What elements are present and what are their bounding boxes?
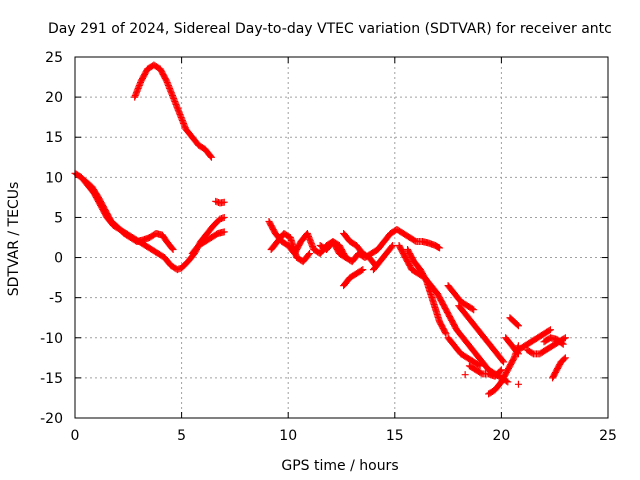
data-point <box>500 358 508 366</box>
series-track-23 <box>540 334 567 348</box>
data-point <box>560 335 568 343</box>
data-point <box>504 378 512 386</box>
data-point <box>207 153 215 161</box>
y-tick-label: 15 <box>45 130 63 146</box>
y-tick-label: 0 <box>54 251 63 267</box>
y-tick-label: -5 <box>49 291 63 307</box>
x-tick-label: 15 <box>386 428 404 444</box>
series-track-20 <box>506 314 522 330</box>
series-track-7 <box>267 229 314 266</box>
data-point <box>341 252 349 260</box>
chart-title: Day 291 of 2024, Sidereal Day-to-day VTE… <box>48 21 612 37</box>
data-marks <box>71 61 569 398</box>
series-track-25 <box>514 380 522 388</box>
series-track-3 <box>131 61 215 161</box>
y-tick-label: -20 <box>40 411 63 427</box>
data-point <box>561 334 569 342</box>
data-point <box>546 326 554 334</box>
series-track-13 <box>404 246 450 338</box>
data-point <box>497 366 505 374</box>
data-point <box>305 251 313 259</box>
data-point <box>388 243 396 251</box>
data-point <box>558 339 566 347</box>
data-point <box>559 340 567 348</box>
data-point <box>476 362 484 370</box>
series-track-18 <box>485 342 522 398</box>
x-tick-label: 5 <box>177 428 186 444</box>
data-point <box>220 228 228 236</box>
data-point <box>435 243 443 251</box>
data-point <box>499 357 507 365</box>
data-point <box>468 305 476 313</box>
series-track-4 <box>188 228 228 258</box>
x-tick-label: 10 <box>279 428 297 444</box>
data-point <box>475 361 483 369</box>
data-point <box>441 328 449 336</box>
data-point <box>560 355 568 363</box>
series-track-5 <box>212 197 228 207</box>
data-point <box>545 327 553 335</box>
series-track-9 <box>340 229 380 270</box>
data-point <box>514 322 522 330</box>
y-tick-label: -15 <box>40 371 63 387</box>
x-tick-label: 0 <box>71 428 80 444</box>
x-tick-label: 20 <box>492 428 510 444</box>
data-point <box>306 250 314 258</box>
data-point <box>461 371 469 379</box>
series-track-2 <box>82 177 177 254</box>
series-track-15 <box>455 302 508 366</box>
data-point <box>496 367 504 375</box>
data-point <box>513 321 521 329</box>
data-point <box>470 306 478 314</box>
data-point <box>442 330 450 338</box>
series-track-1 <box>71 169 228 274</box>
y-tick-label: 20 <box>45 90 63 106</box>
data-point <box>359 266 367 274</box>
y-axis-label: SDTVAR / TECUs <box>6 182 22 297</box>
series-track-26 <box>461 371 469 379</box>
data-point <box>220 213 228 221</box>
series-track-14 <box>444 282 478 314</box>
data-point <box>514 380 522 388</box>
y-tick-label: 25 <box>45 50 63 66</box>
data-point <box>389 242 397 250</box>
data-point <box>436 244 444 252</box>
data-point <box>342 254 350 262</box>
series-track-16 <box>444 334 484 370</box>
x-tick-label: 25 <box>599 428 617 444</box>
data-point <box>207 152 215 160</box>
data-point <box>169 246 177 254</box>
y-tick-label: -10 <box>40 331 63 347</box>
x-axis-label: GPS time / hours <box>281 458 398 474</box>
y-tick-label: 10 <box>45 170 63 186</box>
plot-frame <box>74 56 609 419</box>
series-track-24 <box>549 354 569 382</box>
series-track-8 <box>316 238 350 262</box>
data-point <box>561 354 569 362</box>
series-track-17 <box>465 362 505 380</box>
series-track-10 <box>340 266 367 290</box>
series-track-21 <box>514 326 554 354</box>
series-track-11 <box>369 242 397 274</box>
data-point <box>168 244 176 252</box>
data-point <box>358 266 366 274</box>
y-tick-label: 5 <box>54 210 63 226</box>
data-point <box>220 198 228 206</box>
